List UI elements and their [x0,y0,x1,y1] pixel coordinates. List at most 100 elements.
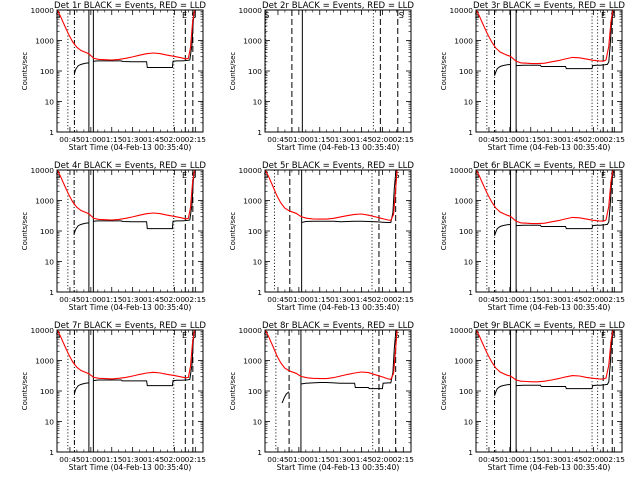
panel-8: Det 8r BLACK = Events, RED = LLD Counts/s… [229,321,414,472]
panel-2: Det 2r BLACK = Events, RED = LLD Counts/s… [229,1,414,152]
marker-label: S [475,171,480,180]
marker-label: S [475,331,480,340]
y-tick-label: 100 [40,387,54,396]
panel-title: Det 8r BLACK = Events, RED = LLD [262,321,414,331]
panel-frame [475,329,623,453]
x-axis-label: Start Time (04-Feb-13 00:35:40) [69,303,192,312]
y-tick-label: 100 [459,387,473,396]
x-tick-label: 01:00 [288,135,310,144]
y-tick-label: 10000 [30,6,54,15]
panel-frame [264,329,412,453]
x-tick-label: 01:15 [309,135,331,144]
y-axis-label: Counts/sec [21,372,29,411]
x-tick-label: 01:30 [541,295,563,304]
x-tick-label: 01:15 [309,295,331,304]
x-axis-label: Start Time (04-Feb-13 00:35:40) [488,143,611,152]
x-tick-label: 01:00 [80,455,102,464]
y-tick-label: 10000 [449,6,473,15]
lld-series-line [476,330,622,383]
y-tick-label: 10000 [238,166,262,175]
panel-3: Det 3r BLACK = Events, RED = LLD Counts/s… [440,1,625,152]
x-tick-label: 01:45 [351,455,373,464]
marker-label: S [264,11,269,20]
x-axis-label: Start Time (04-Feb-13 00:35:40) [277,143,400,152]
x-tick-label: 01:15 [520,295,542,304]
y-tick-label: 10000 [449,326,473,335]
y-tick-label: 1000 [454,357,473,366]
y-axis-label: Counts/sec [229,372,237,411]
y-tick-label: 100 [248,67,262,76]
lld-series-line [476,170,622,225]
panel-1: Det 1r BLACK = Events, RED = LLD Counts/s… [21,1,206,152]
x-tick-label: 01:45 [562,295,584,304]
x-tick-label: 02:15 [185,295,207,304]
x-tick-label: 01:15 [101,135,123,144]
events-series-line [516,170,615,230]
events-series-line [516,330,615,390]
x-tick-label: 01:45 [143,455,165,464]
x-tick-label: 02:00 [583,295,605,304]
y-tick-label: 10 [253,98,263,107]
events-series-line [93,10,196,68]
y-tick-label: 10000 [238,326,262,335]
marker-label: S [475,11,480,20]
events-series-line [93,170,196,230]
marker-label: S [56,331,61,340]
x-tick-label: 00:45 [478,295,500,304]
panel-title: Det 6r BLACK = Events, RED = LLD [473,161,625,171]
x-tick-label: 02:15 [604,295,626,304]
x-tick-label: 02:00 [372,135,394,144]
x-tick-label: 00:45 [267,455,289,464]
events-series-line [301,172,397,223]
y-tick-label: 1000 [454,37,473,46]
events-series-line [494,63,511,76]
x-tick-label: 00:45 [59,455,81,464]
x-tick-label: 01:30 [330,455,352,464]
y-tick-label: 1 [468,288,473,297]
y-tick-label: 1 [468,448,473,457]
panel-title: Det 9r BLACK = Events, RED = LLD [473,321,625,331]
y-tick-label: 1 [49,128,54,137]
x-tick-label: 02:15 [185,455,207,464]
x-tick-label: 01:45 [143,295,165,304]
lld-series-line [476,10,622,65]
events-series-line [73,62,89,75]
x-tick-label: 01:30 [541,455,563,464]
y-tick-label: 100 [248,387,262,396]
y-tick-label: 1 [49,448,54,457]
y-tick-label: 1000 [243,37,262,46]
y-tick-label: 1 [257,448,262,457]
x-axis-label: Start Time (04-Feb-13 00:35:40) [488,463,611,472]
panel-7: Det 7r BLACK = Events, RED = LLD Counts/s… [21,321,206,472]
lld-series-line [57,170,203,221]
lld-series-line [265,330,411,381]
panel-frame [56,169,204,293]
y-tick-label: 10 [253,418,263,427]
events-series-line [494,383,511,396]
x-tick-label: 02:15 [604,135,626,144]
y-tick-label: 100 [40,67,54,76]
x-tick-label: 01:45 [562,455,584,464]
panel-6: Det 6r BLACK = Events, RED = LLD Counts/s… [440,161,625,312]
y-tick-label: 1000 [35,357,54,366]
y-tick-label: 10 [464,418,474,427]
panel-title: Det 7r BLACK = Events, RED = LLD [54,321,206,331]
y-axis-label: Counts/sec [440,372,448,411]
panel-frame [56,9,204,133]
y-axis-label: Counts/sec [229,52,237,91]
y-axis-label: Counts/sec [21,212,29,251]
panel-9: Det 9r BLACK = Events, RED = LLD Counts/s… [440,321,625,472]
x-tick-label: 00:45 [478,455,500,464]
x-axis-label: Start Time (04-Feb-13 00:35:40) [277,463,400,472]
x-tick-label: 01:30 [122,295,144,304]
marker-label: E [601,331,606,340]
marker-label: S [264,171,269,180]
y-axis-label: Counts/sec [229,212,237,251]
x-tick-label: 01:00 [499,295,521,304]
x-tick-label: 01:00 [80,135,102,144]
x-tick-label: 02:00 [583,455,605,464]
x-tick-label: 00:45 [267,295,289,304]
x-tick-label: 02:00 [164,455,186,464]
x-tick-label: 02:00 [164,135,186,144]
